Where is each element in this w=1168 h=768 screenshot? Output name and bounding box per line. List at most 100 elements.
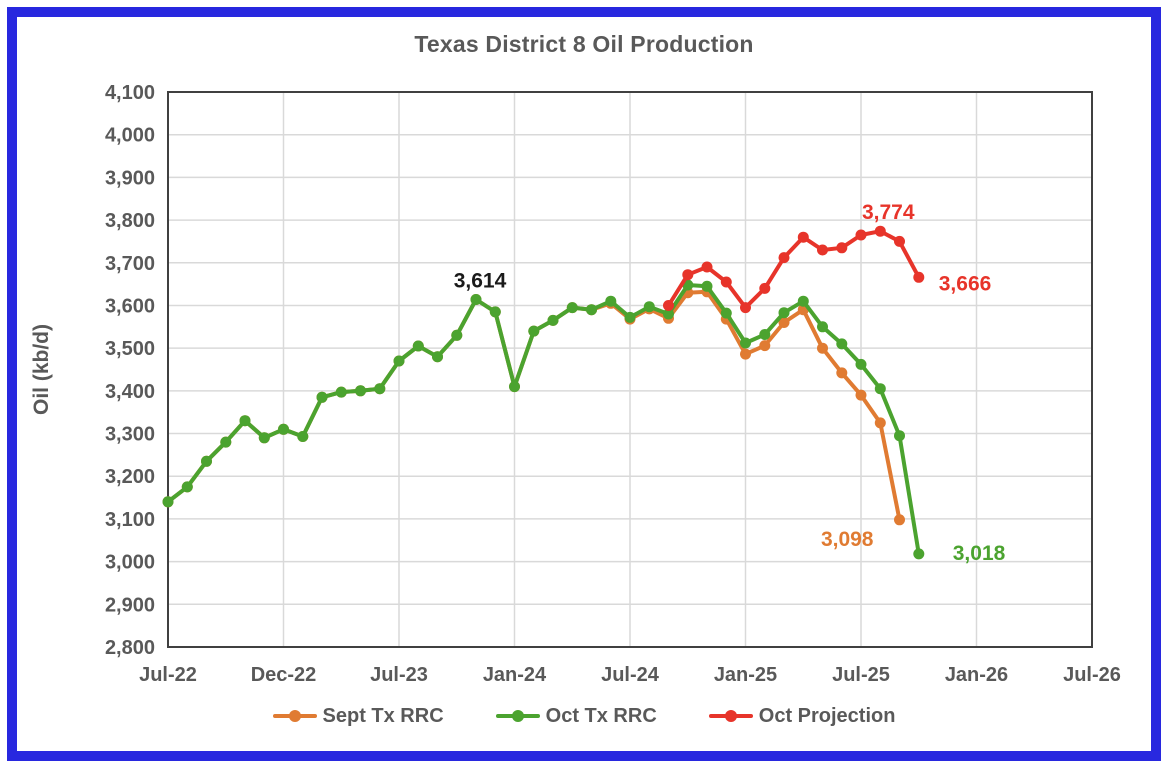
y-tick-label: 3,100: [105, 509, 155, 531]
data-point-oct-tx-rrc: [720, 307, 732, 319]
data-point-oct-tx-rrc: [489, 306, 501, 318]
data-point-sept-tx-rrc: [778, 317, 790, 328]
legend-swatch-orange-icon: [272, 710, 317, 723]
data-point-oct-tx-rrc: [470, 294, 482, 305]
y-tick-label: 4,000: [105, 125, 155, 147]
x-tick-label: Jan-25: [714, 664, 777, 686]
data-point-oct-tx-rrc: [855, 358, 867, 370]
x-tick-label: Jul-24: [601, 664, 660, 686]
data-point-oct-tx-rrc: [297, 431, 309, 442]
y-tick-label: 3,500: [105, 338, 155, 360]
data-point-oct-projection: [663, 300, 674, 311]
y-tick-label: 2,800: [105, 637, 155, 659]
data-point-oct-tx-rrc: [778, 307, 790, 319]
data-point-sept-tx-rrc: [855, 389, 867, 401]
chart-legend: Sept Tx RRC Oct Tx RRC Oct Projection: [0, 702, 1168, 730]
chart-frame: [7, 7, 1161, 761]
data-point-sept-tx-rrc: [740, 348, 751, 360]
y-tick-label: 3,900: [105, 167, 155, 189]
data-point-oct-tx-rrc: [239, 415, 251, 427]
data-point-oct-tx-rrc: [220, 436, 232, 448]
data-point-sept-tx-rrc: [817, 342, 828, 354]
data-point-oct-projection: [855, 229, 867, 241]
data-point-oct-tx-rrc: [605, 295, 617, 307]
data-point-oct-projection: [874, 225, 886, 237]
data-point-oct-tx-rrc: [586, 304, 597, 316]
x-tick-label: Jul-25: [832, 664, 890, 686]
data-point-oct-tx-rrc: [797, 295, 809, 307]
data-point-oct-projection: [778, 252, 790, 264]
y-tick-label: 3,300: [105, 424, 155, 446]
data-point-sept-tx-rrc: [836, 367, 848, 379]
y-tick-label: 2,900: [105, 594, 155, 616]
data-point-oct-tx-rrc: [374, 383, 386, 395]
legend-label-sept-tx-rrc: Sept Tx RRC: [322, 704, 444, 727]
x-tick-label: Jan-24: [483, 664, 547, 686]
data-point-oct-tx-rrc: [624, 311, 636, 323]
data-point-oct-tx-rrc: [432, 351, 443, 363]
data-point-oct-tx-rrc: [547, 314, 559, 326]
data-point-oct-tx-rrc: [913, 548, 925, 560]
y-tick-label: 3,400: [105, 381, 155, 403]
data-point-oct-tx-rrc: [701, 280, 713, 292]
data-point-oct-tx-rrc: [643, 301, 655, 313]
data-point-oct-projection: [797, 231, 809, 243]
data-point-oct-projection: [894, 235, 905, 247]
legend-item-sept-tx-rrc: Sept Tx RRC: [272, 704, 444, 728]
data-point-oct-tx-rrc: [836, 338, 848, 350]
y-tick-label: 4,100: [105, 82, 155, 104]
data-point-oct-tx-rrc: [874, 383, 886, 395]
legend-item-oct-tx-rrc: Oct Tx RRC: [495, 704, 657, 728]
y-tick-label: 3,600: [105, 295, 155, 317]
data-point-oct-projection: [759, 282, 771, 294]
data-point-oct-tx-rrc: [355, 385, 366, 397]
data-point-oct-tx-rrc: [566, 302, 578, 314]
data-point-oct-projection: [740, 302, 751, 314]
data-point-oct-tx-rrc: [393, 355, 405, 367]
plot-border: [167, 91, 1093, 648]
data-label: 3,098: [821, 528, 874, 551]
data-point-oct-tx-rrc: [412, 340, 424, 352]
legend-label-oct-tx-rrc: Oct Tx RRC: [545, 704, 657, 727]
y-tick-label: 3,700: [105, 253, 155, 275]
data-label: 3,666: [939, 272, 992, 295]
data-point-oct-projection: [682, 269, 694, 281]
y-tick-label: 3,000: [105, 552, 155, 574]
legend-item-oct-projection: Oct Projection: [708, 705, 895, 728]
legend-swatch-green-icon: [495, 710, 540, 723]
x-tick-label: Jan-26: [945, 664, 1008, 686]
data-point-oct-projection: [913, 271, 925, 283]
data-point-oct-tx-rrc: [335, 386, 347, 398]
data-point-oct-tx-rrc: [894, 430, 905, 442]
data-point-oct-tx-rrc: [162, 496, 174, 508]
data-point-sept-tx-rrc: [874, 417, 886, 429]
legend-swatch-red-icon: [708, 710, 753, 723]
data-point-oct-projection: [701, 261, 713, 273]
data-point-oct-tx-rrc: [528, 325, 540, 337]
data-point-oct-tx-rrc: [451, 329, 463, 341]
data-point-oct-projection: [836, 242, 848, 254]
data-point-oct-tx-rrc: [201, 455, 212, 467]
y-tick-label: 3,200: [105, 466, 155, 488]
data-point-oct-tx-rrc: [316, 391, 328, 403]
y-tick-label: 3,800: [105, 210, 155, 232]
x-tick-label: Dec-22: [251, 664, 317, 686]
data-point-oct-tx-rrc: [740, 337, 751, 349]
data-point-oct-tx-rrc: [509, 381, 520, 393]
data-point-oct-tx-rrc: [278, 423, 289, 435]
data-point-sept-tx-rrc: [894, 514, 905, 526]
data-point-oct-projection: [720, 276, 732, 288]
data-point-oct-projection: [817, 244, 828, 256]
data-label: 3,614: [454, 269, 507, 292]
data-point-oct-tx-rrc: [258, 432, 270, 444]
y-axis-title: Oil (kb/d): [30, 324, 53, 415]
x-tick-label: Jul-23: [370, 664, 428, 686]
data-point-oct-tx-rrc: [759, 329, 771, 340]
data-point-oct-tx-rrc: [817, 321, 828, 333]
series-line-oct-tx-rrc: [166, 283, 921, 556]
x-tick-label: Jul-22: [139, 664, 197, 686]
data-point-oct-tx-rrc: [181, 481, 193, 493]
data-label: 3,774: [862, 201, 915, 224]
chart-title: Texas District 8 Oil Production: [414, 31, 754, 57]
